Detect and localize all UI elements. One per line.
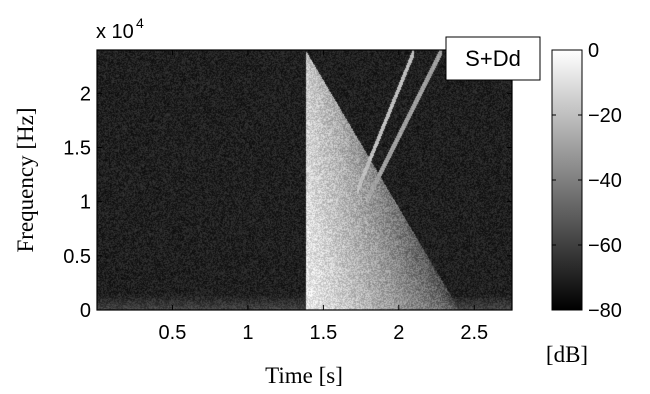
annotation-box: S+Dd [445,36,541,81]
x-tick-label: 2.5 [460,322,488,344]
y-axis-ticks: 0 0.5 1 1.5 2 [63,83,512,322]
colorbar-ticks: 0 −20 −40 −60 −80 [552,40,622,322]
colorbar-tick-label: −80 [588,300,622,322]
annotation-label: S+Dd [465,46,521,71]
y-axis-exponent: x 10 [96,21,134,43]
colorbar-tick-label: −20 [588,105,622,127]
x-tick-label: 1 [242,322,253,344]
y-tick-label: 2 [80,83,91,105]
y-axis-label: Frequency [Hz] [13,108,38,253]
colorbar-label: [dB] [546,342,588,367]
x-tick-label: 2 [393,322,404,344]
colorbar-tick-label: 0 [588,40,599,62]
colorbar-tick-label: −40 [588,170,622,192]
x-tick-label: 1.5 [309,322,337,344]
y-tick-label: 0 [80,300,91,322]
y-axis-exponent-power: 4 [136,15,144,31]
colorbar-tick-label: −60 [588,235,622,257]
colorbar [551,49,583,311]
y-tick-label: 1 [80,192,91,214]
plot-frame [96,49,513,311]
x-axis-ticks: 0.5 1 1.5 2 2.5 [159,50,488,344]
y-tick-label: 1.5 [63,138,91,160]
x-axis-label: Time [s] [265,363,343,388]
spectrogram-heatmap [97,50,512,310]
heatmap-image [97,50,512,310]
x-tick-label: 0.5 [159,322,187,344]
y-tick-label: 0.5 [63,246,91,268]
